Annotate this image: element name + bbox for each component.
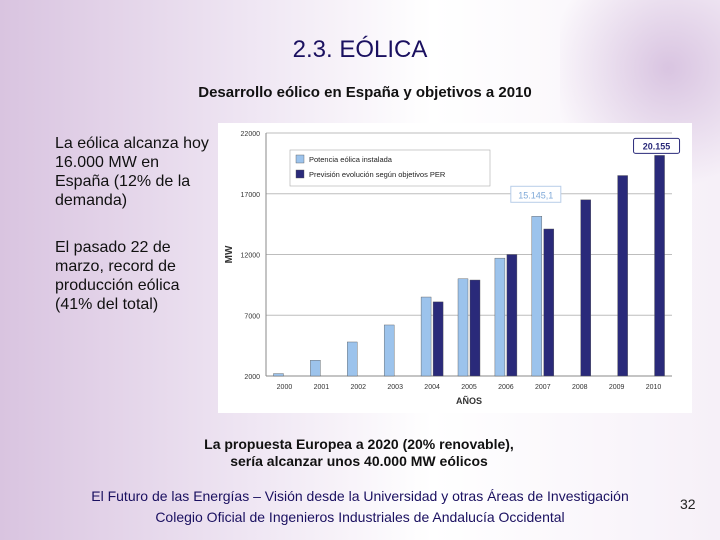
- bar-installed: [347, 341, 358, 377]
- bullet-production-record: El pasado 22 de marzo, record de producc…: [55, 239, 180, 313]
- annotation-box: [510, 185, 562, 203]
- bar-forecast: [432, 301, 444, 377]
- bar-forecast: [543, 228, 555, 377]
- slide-title: 2.3. EÓLICA: [292, 36, 428, 63]
- caption: La propuesta Europea a 2020 (20% renovab…: [0, 436, 718, 470]
- y-tick-label: 2000: [244, 374, 260, 381]
- bar-installed: [383, 324, 395, 377]
- x-tick-label: 2006: [498, 384, 514, 391]
- bar-forecast: [580, 199, 591, 377]
- chart-subtitle: Desarrollo eólico en España y objetivos …: [198, 84, 532, 101]
- page-number: 32: [680, 496, 696, 512]
- x-tick-label: 2002: [350, 384, 366, 391]
- legend-label: Previsión evolución según objetivos PER: [309, 170, 446, 179]
- legend-swatch: [295, 154, 305, 164]
- bar-installed: [420, 296, 432, 377]
- x-tick-label: 2005: [461, 384, 477, 391]
- caption-line-1: La propuesta Europea a 2020 (20% renovab…: [204, 436, 514, 452]
- x-tick-label: 2000: [277, 384, 293, 391]
- x-tick-label: 2010: [646, 384, 662, 391]
- bar-forecast: [506, 254, 518, 377]
- y-tick-label: 22000: [241, 131, 261, 138]
- legend-box: [289, 149, 491, 187]
- x-tick-label: 2007: [535, 384, 551, 391]
- x-tick-label: 2003: [387, 384, 403, 391]
- bar-forecast: [654, 155, 665, 377]
- chart-panel: 2000 7000 12000 17000 22000 MW 2000 2001 2002 200…: [218, 123, 692, 413]
- x-tick-label: 2004: [424, 384, 440, 391]
- bar-forecast: [469, 279, 481, 377]
- bar-installed: [310, 360, 321, 377]
- bar-installed: [273, 373, 284, 377]
- legend-label: Potencia eólica instalada: [309, 155, 393, 164]
- bar-forecast: [617, 175, 628, 377]
- y-tick-label: 7000: [244, 313, 260, 320]
- annotation-box: [633, 137, 681, 154]
- bar-installed: [531, 216, 543, 377]
- bar-chart: 2000 7000 12000 17000 22000 MW 2000 2001 2002 200…: [224, 131, 681, 406]
- x-axis-label: AÑOS: [456, 396, 482, 406]
- x-tick-label: 2008: [572, 384, 588, 391]
- y-axis-label: MW: [224, 245, 235, 263]
- y-tick-label: 17000: [241, 192, 261, 199]
- x-tick-label: 2009: [609, 384, 625, 391]
- footer-line-2: Colegio Oficial de Ingenieros Industrial…: [155, 509, 565, 525]
- caption-line-2: sería alcanzar unos 40.000 MW eólicos: [230, 453, 488, 469]
- bar-installed: [457, 278, 469, 377]
- y-tick-label: 12000: [241, 253, 261, 260]
- legend-swatch: [295, 169, 305, 179]
- footer-line-1: El Futuro de las Energías – Visión desde…: [91, 488, 629, 504]
- bullet-wind-capacity: La eólica alcanza hoy 16.000 MW en Españ…: [55, 135, 209, 209]
- annotation-forecast: 20.155: [643, 141, 671, 151]
- annotation-installed: 15.145,1: [518, 190, 553, 200]
- bar-installed: [494, 257, 506, 377]
- x-tick-label: 2001: [314, 384, 330, 391]
- footer: El Futuro de las Energías – Visión desde…: [40, 486, 680, 528]
